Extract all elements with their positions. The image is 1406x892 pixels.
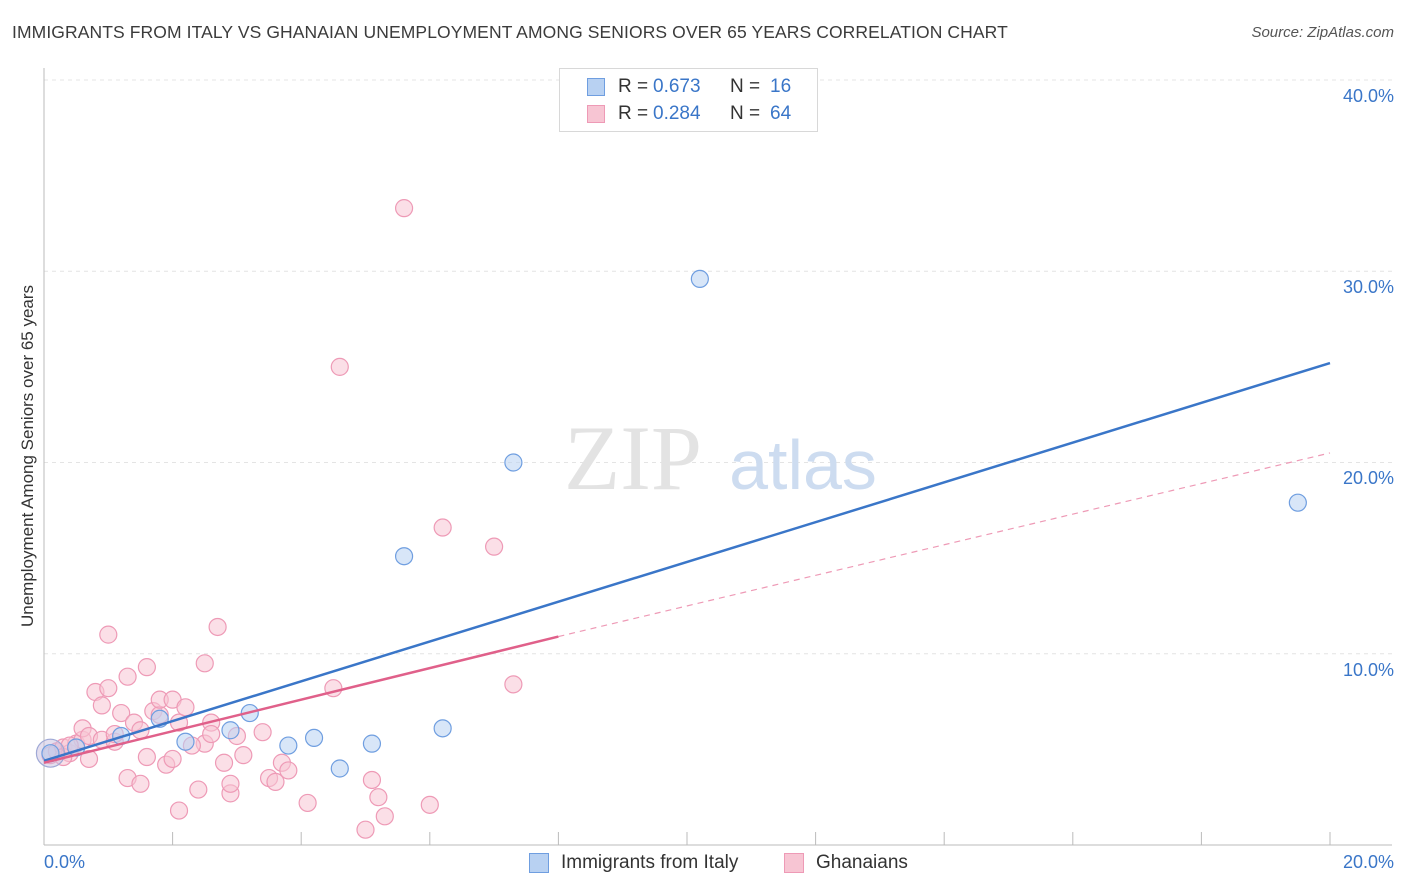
ghanaians-point	[253, 723, 272, 742]
italy-point	[362, 734, 382, 753]
legend-r-label: R =	[618, 76, 649, 97]
source-label: Source: ZipAtlas.com	[1251, 24, 1394, 41]
legend-r-value: 0.673	[653, 76, 701, 97]
italy-point	[1288, 493, 1307, 512]
y-tick-label: 10.0%	[1342, 660, 1394, 680]
axes	[43, 68, 1392, 846]
ghanaians-point	[504, 675, 523, 694]
legend-n-value: 16	[770, 76, 792, 97]
italy-trend-line	[43, 361, 1331, 763]
watermark-atlas: atlas	[729, 426, 877, 504]
ghanaians-point	[279, 761, 298, 780]
legend-swatch-blue	[587, 78, 605, 96]
chart-title: IMMIGRANTS FROM ITALY VS GHANAIAN UNEMPL…	[12, 22, 1008, 42]
ghanaians-point	[176, 698, 195, 717]
legend-label: Ghanaians	[816, 852, 908, 873]
ghanaians-point	[420, 795, 439, 814]
ghanaians-point	[394, 199, 414, 218]
y-axis-label: Unemployment Among Seniors over 65 years	[18, 284, 37, 628]
legend-r-label: R =	[618, 103, 649, 124]
ghanaians-point	[137, 658, 156, 677]
legend-item-ghanaians: Ghanaians	[784, 852, 908, 874]
grid-lines	[44, 79, 1392, 655]
ghanaians-point	[169, 801, 189, 820]
ghanaians-point	[118, 667, 137, 686]
italy-point	[330, 759, 349, 778]
trend-lines	[43, 361, 1331, 764]
y-tick-label: 20.0%	[1342, 468, 1394, 488]
italy-point	[279, 736, 298, 755]
stats-legend: R = 0.673 N = 16 R = 0.284 N = 64	[559, 68, 818, 132]
ghanaians-point	[131, 774, 150, 793]
ghanaians-trend-extension	[558, 452, 1331, 638]
x-tick-label: 20.0%	[1342, 852, 1394, 872]
ghanaians-point	[99, 625, 118, 644]
legend-n-label: N =	[730, 76, 761, 97]
italy-point	[433, 719, 452, 738]
italy-point	[176, 732, 195, 751]
ghanaians-point	[189, 780, 208, 799]
legend-r-value: 0.284	[653, 103, 701, 124]
ghanaians-point	[298, 793, 317, 813]
ghanaians-point	[356, 820, 375, 839]
ghanaians-point	[195, 654, 214, 673]
y-tick-label: 40.0%	[1342, 86, 1394, 106]
ghanaians-point	[266, 772, 285, 791]
ghanaians-point	[112, 703, 131, 723]
italy-point	[690, 269, 709, 288]
italy-point	[394, 547, 414, 566]
ghanaians-point	[202, 724, 221, 744]
legend-item-italy: Immigrants from Italy	[529, 852, 738, 874]
ghanaians-point	[485, 537, 504, 556]
ghanaians-point	[99, 679, 118, 698]
legend-swatch-pink	[587, 105, 605, 123]
italy-points	[35, 269, 1307, 778]
legend-swatch-blue	[529, 853, 549, 873]
ghanaians-point	[375, 807, 394, 826]
legend-n-value: 64	[770, 103, 792, 124]
ghanaians-trend-line	[43, 635, 559, 764]
legend-label: Immigrants from Italy	[561, 852, 739, 873]
ghanaians-point	[433, 518, 452, 537]
series-legend: Immigrants from Italy Ghanaians	[0, 852, 1406, 878]
italy-point	[304, 728, 324, 748]
ghanaians-point	[208, 617, 227, 637]
ghanaians-point	[330, 357, 349, 376]
legend-n-label: N =	[730, 103, 761, 124]
legend-swatch-pink	[784, 853, 804, 873]
italy-point	[504, 453, 523, 472]
ghanaians-point	[163, 749, 182, 769]
ghanaians-point	[362, 770, 382, 790]
ghanaians-point	[221, 774, 240, 793]
x-tick-label: 0.0%	[44, 852, 86, 872]
italy-point	[221, 721, 240, 740]
ghanaians-point	[92, 696, 111, 715]
ghanaians-point	[137, 747, 156, 767]
ghanaians-point	[234, 746, 253, 765]
ghanaians-point	[369, 788, 388, 807]
ghanaians-point	[214, 753, 234, 772]
y-tick-label: 30.0%	[1342, 277, 1394, 297]
watermark-zip: ZIP	[564, 407, 702, 509]
